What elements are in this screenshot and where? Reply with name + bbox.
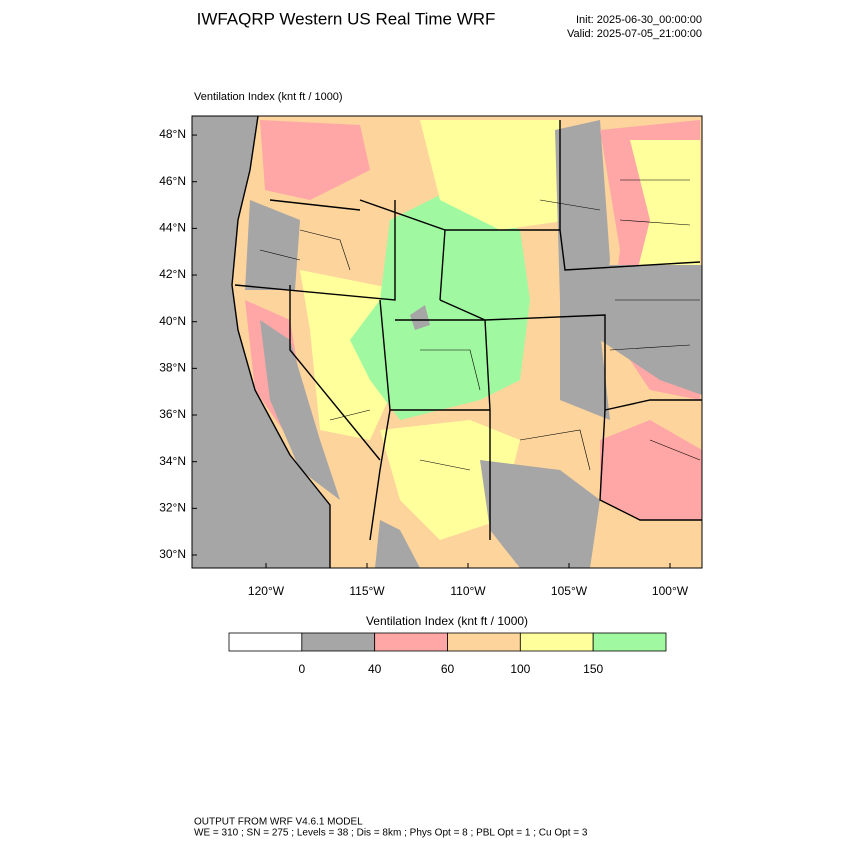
map-frame — [191, 115, 703, 569]
lat-tick-label: 30°N — [159, 547, 186, 561]
colorbar-box — [519, 632, 594, 652]
lat-tick-label: 44°N — [159, 221, 186, 235]
region — [260, 120, 370, 200]
footer-line: OUTPUT FROM WRF V4.6.1 MODEL — [194, 817, 363, 828]
lake — [410, 305, 430, 330]
coastline — [231, 116, 331, 568]
colorbar-label: 150 — [583, 662, 603, 676]
region — [380, 420, 520, 540]
region — [480, 460, 600, 568]
region — [260, 320, 340, 500]
colorbar-box — [301, 632, 376, 652]
lat-tick-label: 40°N — [159, 314, 186, 328]
colorbar-box — [228, 632, 303, 652]
init-time: Init: 2025-06-30_00:00:00 — [576, 14, 702, 26]
region — [555, 120, 610, 420]
lat-tick-label: 36°N — [159, 407, 186, 421]
valid-time: Valid: 2025-07-05_21:00:00 — [567, 28, 702, 40]
lon-tick-label: 110°W — [450, 584, 486, 598]
colorbar-label: 40 — [368, 662, 382, 676]
colorbar-label: 0 — [298, 662, 305, 676]
map-subtitle: Ventilation Index (knt ft / 1000) — [194, 91, 343, 103]
colorbar-title: Ventilation Index (knt ft / 1000) — [366, 614, 528, 628]
colorbar-box — [374, 632, 448, 652]
county-borders — [259, 179, 701, 471]
lat-tick-label: 32°N — [159, 501, 186, 515]
footer-line: WE = 310 ; SN = 275 ; Levels = 38 ; Dis … — [194, 828, 588, 839]
region — [420, 120, 570, 230]
colorbar-box — [447, 632, 521, 652]
lat-tick-label: 46°N — [159, 174, 186, 188]
lat-tick-label: 34°N — [159, 454, 186, 468]
map — [192, 116, 702, 568]
map-ticks: 48°N 46°N 44°N 42°N 40°N 38°N 36°N 34°N 32°N 30°N… — [159, 127, 689, 598]
lon-tick-label: 115°W — [349, 584, 385, 598]
state-borders — [234, 120, 702, 541]
lat-tick-label: 38°N — [159, 361, 186, 375]
region — [600, 265, 702, 395]
lon-tick-label: 100°W — [652, 584, 689, 598]
lat-tick-label: 42°N — [159, 267, 186, 281]
colorbar-label: 60 — [441, 662, 455, 676]
colorbar-label: 100 — [510, 662, 530, 676]
lon-tick-label: 120°W — [248, 584, 285, 598]
title: IWFAQRP Western US Real Time WRF — [197, 9, 496, 28]
colorbar-box — [592, 632, 667, 652]
lon-tick-label: 105°W — [551, 584, 588, 598]
lat-tick-label: 48°N — [159, 127, 186, 141]
region — [600, 420, 702, 520]
colorbar: 0 40 60 100 150 — [228, 632, 667, 676]
region — [245, 200, 300, 290]
